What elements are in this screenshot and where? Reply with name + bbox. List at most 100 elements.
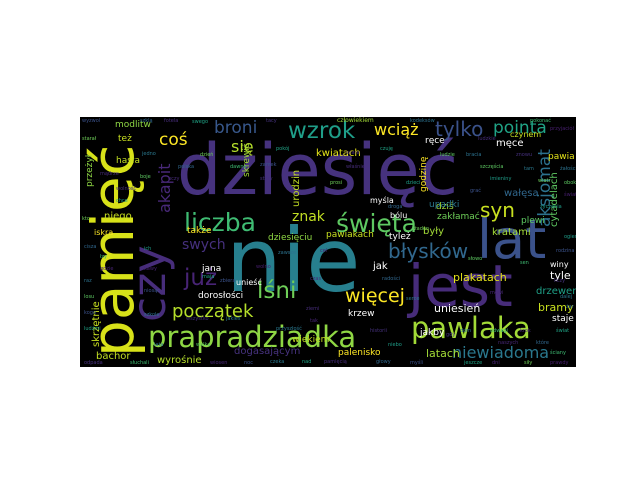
word-noc: noc [244, 360, 253, 366]
word-swych: swych [182, 237, 226, 253]
word-bramy: bramy [538, 301, 574, 314]
word-jakies: jakieś [226, 316, 241, 322]
word-lsni: lśni [257, 278, 297, 304]
word-niebo: niebo [388, 342, 402, 348]
word-tak: tak [310, 318, 318, 324]
word-dalej: dalej [560, 294, 573, 300]
word-staje: staje [552, 314, 574, 324]
word-jedno: jedno [142, 151, 156, 157]
word-skrewic: skrewić [242, 143, 252, 177]
word-urodzin: urodzin [291, 169, 302, 207]
word-polska: polska [178, 164, 195, 170]
word-bolu: bólu [390, 211, 408, 220]
word-jakby: jakby [420, 328, 445, 338]
word-wiara: wiara [346, 150, 360, 156]
word-unlesc: unieść [236, 278, 262, 287]
word-lzy: łzy [100, 254, 108, 260]
word-blyskow: błysków [388, 239, 469, 263]
word-imieniny: imieniny [490, 176, 512, 182]
word-liczy: liczy [554, 278, 566, 284]
word-stary: stary [260, 176, 273, 182]
word-sluchali: słuchali [130, 360, 149, 366]
word-wlasnie: właśnie [346, 164, 365, 170]
word-walka: walka [196, 342, 211, 348]
word-odpada: odpada [84, 360, 103, 366]
word-mece: męce [496, 138, 524, 149]
word-kratami: kratami [492, 227, 531, 238]
word-niego: niego [104, 211, 132, 222]
word-godzine: godzinę [419, 156, 429, 192]
word-kwiatach: kwiatach [316, 148, 361, 159]
word-czas: czas [310, 276, 322, 282]
word-tylko: tylko [435, 117, 484, 141]
word-niewiadoma: niewiadoma [452, 343, 550, 362]
word-czuje: czuję [380, 146, 394, 152]
word-slowo: słowo [468, 256, 483, 262]
word-jest: jest [408, 252, 513, 320]
word-chce: chce [116, 198, 128, 204]
word-lat: lat [477, 208, 547, 271]
word-takze: także [187, 226, 212, 236]
word-ktore: które [536, 340, 549, 346]
word-prapradziadka: prapradziadka [148, 320, 357, 354]
word-lata: lata [154, 342, 164, 348]
word-jeszcze: jeszcze [464, 360, 483, 366]
word-droga: droga [388, 204, 403, 210]
word-przyszlosc: przyszłość [276, 326, 302, 332]
word-radosci: radości [382, 276, 401, 282]
word-winy: winy [550, 260, 569, 269]
word-wzrok: wzrok [288, 118, 356, 144]
word-dzieci: dzieci [406, 180, 421, 186]
word-dawno: dawno [230, 164, 247, 170]
word-dzis: dziś [436, 202, 454, 212]
word-cytadelach: cytadelach [549, 172, 560, 227]
word-gdy: gdy [446, 332, 456, 338]
word-doroslosci: dorosłości [198, 291, 244, 301]
word-wciaz: wciąż [374, 120, 419, 139]
word-sciany: ściany [550, 350, 566, 356]
word-prawdy: prawdy [550, 360, 569, 366]
word-raz: raz [84, 278, 92, 284]
word-glowy: głowy [376, 359, 391, 365]
word-cel: cel [320, 248, 328, 254]
word-rodzina: rodzina [556, 248, 575, 254]
word-swiat: świat [556, 328, 570, 334]
word-kodeksow: kodeksów [410, 118, 435, 124]
word-ich: ich [144, 246, 152, 252]
word-fotela: fotela [164, 118, 179, 124]
word-maja: maja [202, 274, 215, 280]
word-losu: losu [84, 294, 95, 300]
word-kogo: kogo [84, 310, 97, 316]
word-czlowiekiem: człowiekiem [337, 117, 374, 124]
word-zyczenia: życzenia [540, 204, 562, 210]
word-mysli: myśli [410, 360, 424, 366]
word-tez: też [118, 134, 132, 144]
word-znak: znak [292, 209, 325, 225]
word-plakatach: plakatach [453, 271, 507, 284]
word-zalosci: żałości [560, 166, 576, 172]
word-swieta: święta [336, 209, 417, 238]
word-bracia: bracia [466, 152, 482, 158]
word-tacy: tacy [266, 118, 277, 124]
word-nad: nad [302, 359, 312, 365]
word-plewi: plewi [521, 216, 545, 226]
word-zawsze: zawsze [278, 250, 297, 256]
word-sie: się [231, 137, 254, 156]
word-pokoj: pokój [276, 146, 290, 152]
word-wszystko: wszystko [186, 316, 209, 322]
word-zaden: żaden [414, 226, 430, 232]
word-przyjaciol: przyjaciół [550, 126, 574, 132]
word-cisza: cisza [84, 244, 97, 250]
word-bachor: bachor [96, 351, 131, 362]
word-uniesien: uniesień [434, 302, 481, 315]
word-kto: kto [82, 216, 90, 222]
word-pawlaka: pawlaka [411, 311, 531, 345]
word-pawia: pawia [548, 152, 575, 162]
word-odwagi: odwagi [490, 328, 508, 334]
word-przezyl: przeżył [85, 154, 95, 187]
word-ziemi: ziemi [306, 306, 320, 312]
word-staral: starał [82, 136, 97, 142]
word-rece: ręce [425, 136, 445, 146]
word-isira: iskra [94, 228, 114, 237]
word-zar: żar [566, 304, 574, 310]
